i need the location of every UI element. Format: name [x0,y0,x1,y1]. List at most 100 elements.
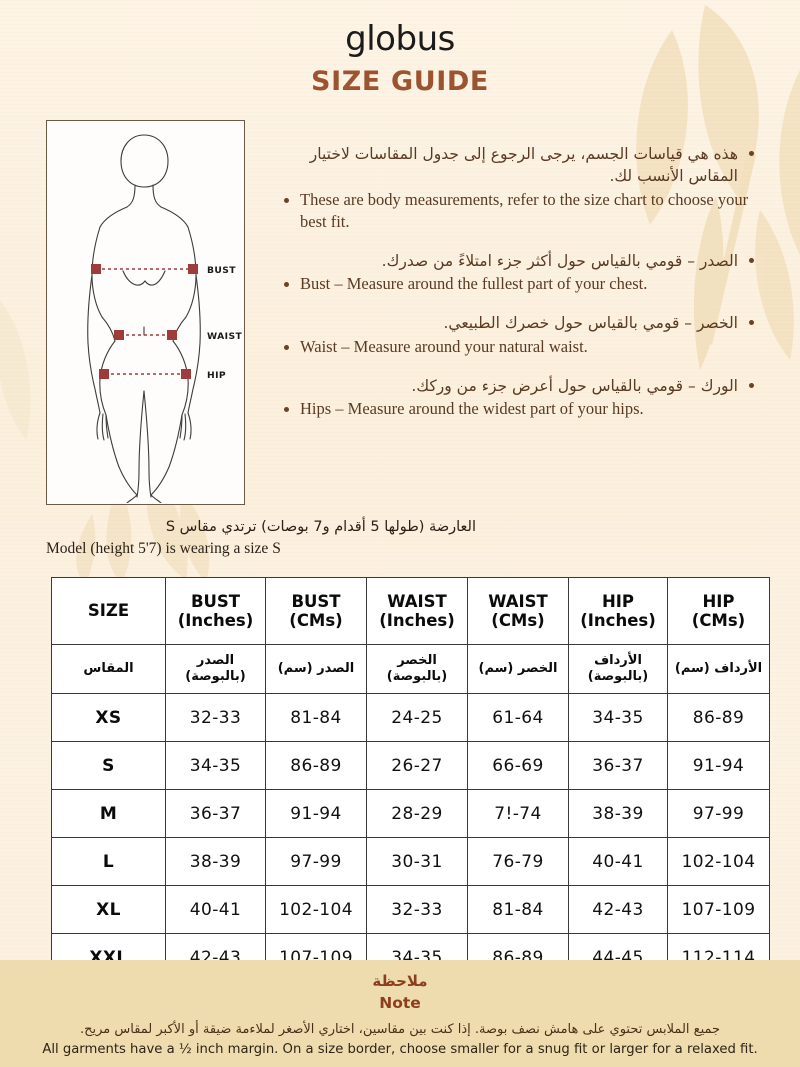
waist-label: WAIST [207,331,242,342]
table-header-row-en: SIZE BUST (Inches) BUST (CMs) WAIST (Inc… [51,577,770,645]
instruction-row-en: Bust – Measure around the fullest part o… [284,273,754,295]
cell-bust-in: 32-33 [165,693,266,742]
cell-bust-cm: 102-104 [265,885,367,934]
col-header-sub: (CMs) [691,611,746,630]
cell-waist-cm: 76-79 [467,837,569,886]
female-body-outline-icon: BUST WAIST HIP [87,134,242,503]
cell-size: XS [51,693,166,742]
instruction-group-waist: الخصر – قومي بالقياس حول خصرك الطبيعي. W… [284,312,754,357]
cell-bust-cm: 81-84 [265,693,367,742]
bust-label: BUST [207,265,236,276]
instructions-list: هذه هي قياسات الجسم، يرجى الرجوع إلى جدو… [284,143,754,437]
cell-bust-cm: 86-89 [265,741,367,790]
cell-bust-cm: 97-99 [265,837,367,886]
col-header-sub: (CMs) [491,611,545,630]
instruction-row-ar: الورك – قومي بالقياس حول أعرض جزء من ورك… [284,375,754,397]
col-header-main: SIZE [87,601,130,621]
col-header-ar-hip-cms: الأرداف (سم) [667,644,770,694]
col-header-ar-bust-cms: الصدر (سم) [265,644,367,694]
cell-waist-in: 32-33 [366,885,468,934]
bullet-dot-icon [749,151,754,156]
cell-bust-in: 38-39 [165,837,266,886]
col-header-size: SIZE [51,577,166,645]
col-header-ar-waist-cms: الخصر (سم) [467,644,569,694]
bullet-dot-icon [749,382,754,388]
hip-label: HIP [207,370,226,381]
instruction-text-en: Hips – Measure around the widest part of… [300,399,644,419]
instruction-text-ar: الورك – قومي بالقياس حول أعرض جزء من ورك… [411,376,738,395]
col-header-sub: (Inches) [177,611,254,630]
col-header-main: BUST [190,591,241,611]
hip-measure-line [99,369,191,379]
cell-hip-in: 40-41 [568,837,668,886]
page-header: globus SIZE GUIDE [0,22,800,95]
cell-hip-in: 42-43 [568,885,668,934]
col-header-main: WAIST [387,591,447,611]
model-note-en: Model (height 5'7) is wearing a size S [46,539,281,557]
page-title: SIZE GUIDE [311,66,489,97]
instruction-text-en: Bust – Measure around the fullest part o… [300,274,648,294]
col-header-main: HIP [601,591,635,611]
col-header-bust-inches: BUST (Inches) [165,577,266,645]
col-header-ar-bust-inches: الصدر (بالبوصة) [165,644,266,694]
col-header-hip-inches: HIP (Inches) [568,577,668,645]
model-note-ar: العارضة (طولها 5 أقدام و7 بوصات) ترتدي م… [165,519,476,535]
note-footer: ملاحظة Note جميع الملابس تحتوي على هامش … [0,960,800,1067]
table-row: M 36-37 91-94 28-29 7!-74 38-39 97-99 [51,789,770,838]
size-chart-table-wrapper: SIZE BUST (Inches) BUST (CMs) WAIST (Inc… [51,577,770,982]
bullet-dot-icon [749,257,754,263]
cell-waist-cm: 7!-74 [467,789,569,838]
cell-waist-cm: 81-84 [467,885,569,934]
note-title-ar: ملاحظة [372,972,428,990]
col-header-hip-cms: HIP (CMs) [667,577,770,645]
cell-hip-in: 36-37 [568,741,668,790]
col-header-ar-waist-inches: الخصر (بالبوصة) [366,644,468,694]
cell-size: M [51,789,166,838]
table-row: L 38-39 97-99 30-31 76-79 40-41 102-104 [51,837,770,886]
cell-waist-cm: 66-69 [467,741,569,790]
instruction-row-en: These are body measurements, refer to th… [284,189,754,233]
col-header-sub: (Inches) [379,611,455,630]
brand-logo: globus [345,19,455,59]
cell-hip-cm: 107-109 [667,885,770,934]
note-title-en: Note [379,994,421,1012]
cell-bust-in: 40-41 [165,885,266,934]
col-header-sub: (CMs) [289,611,343,630]
table-header-row-ar: المقاس الصدر (بالبوصة) الصدر (سم) الخصر … [51,644,770,694]
instruction-text-ar: الخصر – قومي بالقياس حول خصرك الطبيعي. [443,314,738,333]
instruction-row-en: Waist – Measure around your natural wais… [284,336,754,358]
instruction-text-ar: الصدر – قومي بالقياس حول أكثر جزء امتلاء… [381,251,738,270]
instruction-text-en: Waist – Measure around your natural wais… [300,336,588,356]
col-header-main: BUST [291,591,341,611]
note-body-en: All garments have a ½ inch margin. On a … [42,1042,758,1058]
cell-waist-in: 24-25 [366,693,468,742]
cell-hip-cm: 91-94 [667,741,770,790]
bullet-dot-icon [284,282,289,288]
cell-size: L [51,837,166,886]
col-header-waist-cms: WAIST (CMs) [467,577,569,645]
col-header-bust-cms: BUST (CMs) [265,577,367,645]
instruction-row-ar: الصدر – قومي بالقياس حول أكثر جزء امتلاء… [284,250,754,272]
instruction-group-general: هذه هي قياسات الجسم، يرجى الرجوع إلى جدو… [284,143,754,233]
table-row: XL 40-41 102-104 32-33 81-84 42-43 107-1… [51,885,770,934]
model-note: العارضة (طولها 5 أقدام و7 بوصات) ترتدي م… [46,518,476,559]
instruction-row-en: Hips – Measure around the widest part of… [284,398,754,420]
table-row: S 34-35 86-89 26-27 66-69 36-37 91-94 [51,741,770,790]
col-header-main: HIP [702,591,735,611]
bust-measure-line [91,264,198,274]
table-row: XS 32-33 81-84 24-25 61-64 34-35 86-89 [51,693,770,742]
size-chart-table: SIZE BUST (Inches) BUST (CMs) WAIST (Inc… [51,577,770,982]
cell-waist-in: 28-29 [366,789,468,838]
instruction-row-ar: هذه هي قياسات الجسم، يرجى الرجوع إلى جدو… [284,143,754,188]
cell-size: XL [51,885,166,934]
cell-waist-cm: 61-64 [467,693,569,742]
bullet-dot-icon [284,344,289,350]
bullet-dot-icon [284,407,289,413]
cell-bust-cm: 91-94 [265,789,367,838]
cell-bust-in: 36-37 [165,789,266,838]
waist-measure-line [114,330,177,340]
cell-waist-in: 26-27 [366,741,468,790]
cell-hip-in: 34-35 [568,693,668,742]
col-header-waist-inches: WAIST (Inches) [366,577,468,645]
